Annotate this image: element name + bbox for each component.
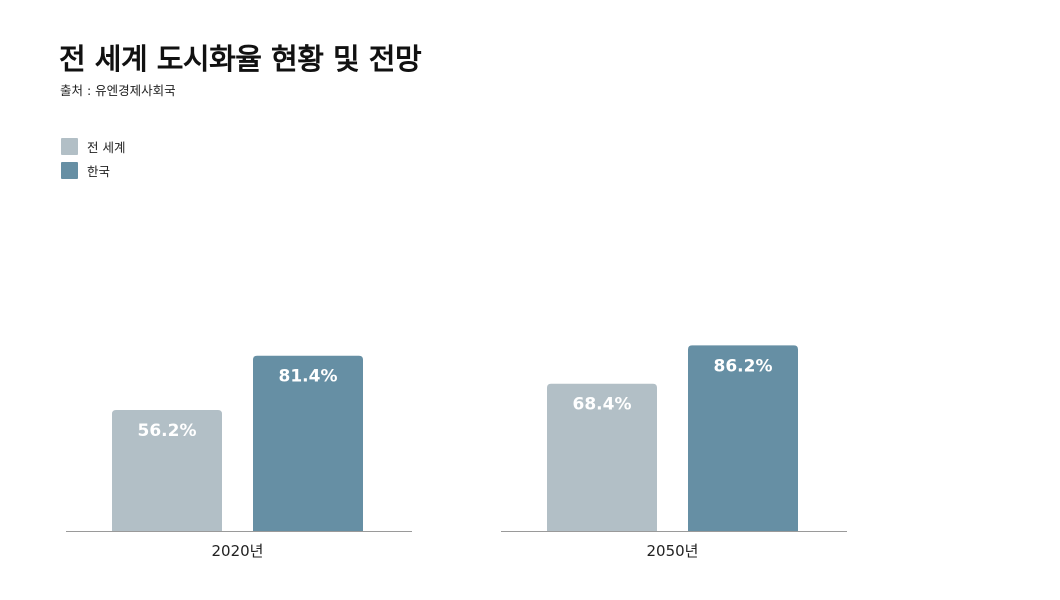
legend-swatch-world xyxy=(61,137,78,155)
bar-1-0 xyxy=(547,383,657,531)
x-tick-label-1: 2050년 xyxy=(647,542,699,560)
bar-0-1 xyxy=(253,355,363,531)
legend-item-world: 전 세계 xyxy=(61,137,125,155)
x-tick-label-0: 2020년 xyxy=(212,542,264,560)
bar-0-0 xyxy=(112,410,222,531)
bar-value-label-0-1: 81.4% xyxy=(279,367,338,387)
legend: 전 세계 한국 xyxy=(61,137,125,185)
chart-title: 전 세계 도시화율 현황 및 전망 xyxy=(59,42,422,76)
bar-1-1 xyxy=(688,345,798,531)
bar-value-label-1-0: 68.4% xyxy=(573,395,632,415)
legend-item-korea: 한국 xyxy=(61,161,125,179)
legend-label-korea: 한국 xyxy=(87,163,111,179)
chart-source: 출처 : 유엔경제사회국 xyxy=(60,83,176,98)
bar-value-label-0-0: 56.2% xyxy=(138,421,197,441)
legend-swatch-korea xyxy=(61,161,78,179)
bar-value-label-1-1: 86.2% xyxy=(714,356,773,376)
legend-label-world: 전 세계 xyxy=(87,139,126,155)
